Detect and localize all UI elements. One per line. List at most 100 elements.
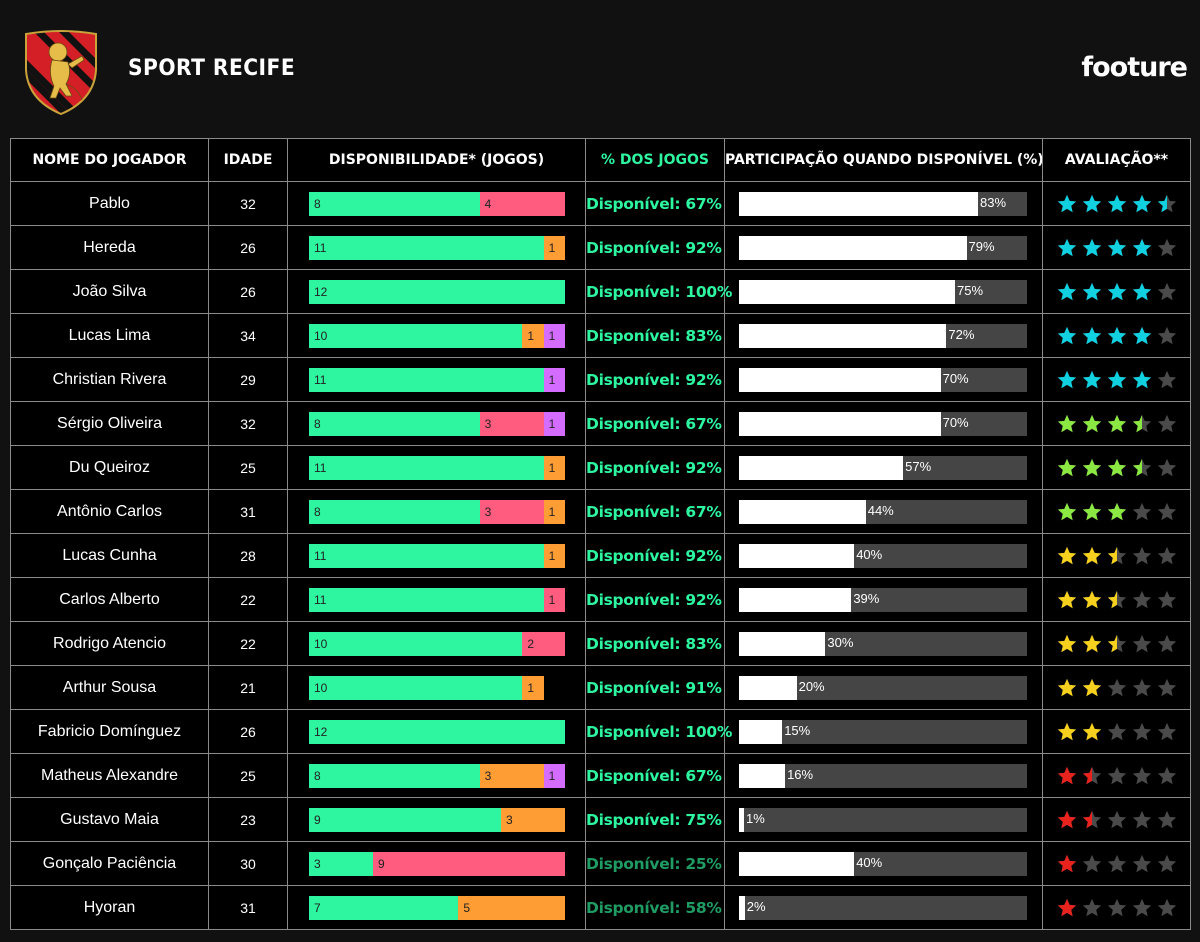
participation-fill bbox=[739, 235, 967, 260]
player-age: 31 bbox=[208, 885, 288, 930]
availability-segment: 4 bbox=[479, 191, 565, 216]
table-row: Sérgio Oliveira 32 8 3 1 Disponível: 67% 70% bbox=[10, 401, 1191, 446]
rating-cell bbox=[1042, 445, 1191, 490]
availability-segment: 10 bbox=[309, 323, 523, 348]
table-row: Carlos Alberto 22 11 1 Disponível: 92% 39% bbox=[10, 577, 1191, 622]
star-full-icon bbox=[1082, 238, 1101, 256]
star-full-icon bbox=[1057, 678, 1076, 696]
availability-segment: 9 bbox=[373, 851, 565, 876]
availability-cell: 10 2 bbox=[287, 621, 586, 666]
star-empty-icon bbox=[1107, 678, 1126, 696]
player-age: 32 bbox=[208, 181, 288, 226]
rating-cell bbox=[1042, 841, 1191, 886]
availability-segment: 3 bbox=[479, 411, 544, 436]
rating-stars bbox=[1043, 545, 1190, 567]
availability-segment: 3 bbox=[479, 763, 544, 788]
participation-bar: 2% bbox=[739, 895, 1027, 920]
availability-pct: Disponível: 75% bbox=[585, 797, 725, 842]
participation-bar: 30% bbox=[739, 631, 1027, 656]
star-empty-icon bbox=[1157, 766, 1176, 784]
participation-fill bbox=[739, 807, 744, 832]
availability-segment: 8 bbox=[309, 499, 480, 524]
availability-segment: 1 bbox=[543, 763, 565, 788]
star-full-icon bbox=[1132, 282, 1151, 300]
participation-label: 2% bbox=[746, 898, 766, 914]
star-empty-icon bbox=[1132, 854, 1151, 872]
availability-segment: 12 bbox=[309, 719, 565, 744]
rating-stars bbox=[1043, 281, 1190, 303]
player-age: 26 bbox=[208, 709, 288, 754]
participation-bar: 15% bbox=[739, 719, 1027, 744]
availability-segment: 1 bbox=[522, 675, 544, 700]
participation-cell: 20% bbox=[724, 665, 1043, 710]
player-name: Hereda bbox=[10, 225, 209, 270]
availability-segment: 11 bbox=[309, 587, 544, 612]
player-age: 22 bbox=[208, 577, 288, 622]
participation-fill bbox=[739, 851, 855, 876]
star-full-icon bbox=[1082, 546, 1101, 564]
star-full-icon bbox=[1107, 414, 1126, 432]
availability-bar: 11 1 bbox=[309, 587, 565, 612]
star-full-icon bbox=[1082, 722, 1101, 740]
rating-stars bbox=[1043, 897, 1190, 919]
column-header-age: IDADE bbox=[208, 138, 288, 182]
star-empty-icon bbox=[1132, 766, 1151, 784]
star-empty-icon bbox=[1132, 722, 1151, 740]
star-full-icon bbox=[1057, 194, 1076, 212]
participation-label: 39% bbox=[853, 590, 880, 606]
availability-segment: 11 bbox=[309, 455, 544, 480]
star-empty-icon bbox=[1157, 326, 1176, 344]
participation-label: 44% bbox=[867, 502, 894, 518]
availability-segment: 1 bbox=[543, 587, 565, 612]
table-row: Pablo 32 8 4 Disponível: 67% 83% bbox=[10, 181, 1191, 226]
player-age: 29 bbox=[208, 357, 288, 402]
star-full-icon bbox=[1082, 458, 1101, 476]
table-row: Antônio Carlos 31 8 3 1 Disponível: 67% 44% bbox=[10, 489, 1191, 534]
star-empty-icon bbox=[1157, 546, 1176, 564]
table-row: Hyoran 31 7 5 Disponível: 58% 2% bbox=[10, 885, 1191, 930]
availability-pct: Disponível: 67% bbox=[585, 401, 725, 446]
rating-cell bbox=[1042, 357, 1191, 402]
participation-bar: 83% bbox=[739, 191, 1027, 216]
star-full-icon bbox=[1057, 282, 1076, 300]
star-empty-icon bbox=[1157, 722, 1176, 740]
star-empty-icon bbox=[1132, 590, 1151, 608]
star-full-icon bbox=[1107, 502, 1126, 520]
star-half-icon bbox=[1107, 634, 1126, 652]
participation-fill bbox=[739, 763, 786, 788]
star-empty-icon bbox=[1157, 898, 1176, 916]
player-age: 21 bbox=[208, 665, 288, 710]
participation-cell: 40% bbox=[724, 841, 1043, 886]
star-full-icon bbox=[1057, 854, 1076, 872]
star-half-icon bbox=[1132, 458, 1151, 476]
availability-segment: 1 bbox=[543, 499, 565, 524]
participation-fill bbox=[739, 367, 941, 392]
star-full-icon bbox=[1057, 546, 1076, 564]
availability-segment: 7 bbox=[309, 895, 459, 920]
availability-segment: 11 bbox=[309, 235, 544, 260]
participation-label: 79% bbox=[968, 238, 995, 254]
availability-pct: Disponível: 92% bbox=[585, 445, 725, 490]
availability-segment: 1 bbox=[522, 323, 544, 348]
star-empty-icon bbox=[1157, 590, 1176, 608]
star-empty-icon bbox=[1157, 414, 1176, 432]
availability-bar: 10 1 bbox=[309, 675, 565, 700]
star-full-icon bbox=[1057, 898, 1076, 916]
player-name: Gonçalo Paciência bbox=[10, 841, 209, 886]
participation-cell: 39% bbox=[724, 577, 1043, 622]
player-age: 25 bbox=[208, 445, 288, 490]
availability-cell: 12 bbox=[287, 269, 586, 314]
participation-label: 72% bbox=[948, 326, 975, 342]
availability-pct: Disponível: 67% bbox=[585, 489, 725, 534]
player-name: Hyoran bbox=[10, 885, 209, 930]
availability-segment: 1 bbox=[543, 543, 565, 568]
player-age: 25 bbox=[208, 753, 288, 798]
participation-label: 83% bbox=[980, 194, 1007, 210]
player-age: 28 bbox=[208, 533, 288, 578]
